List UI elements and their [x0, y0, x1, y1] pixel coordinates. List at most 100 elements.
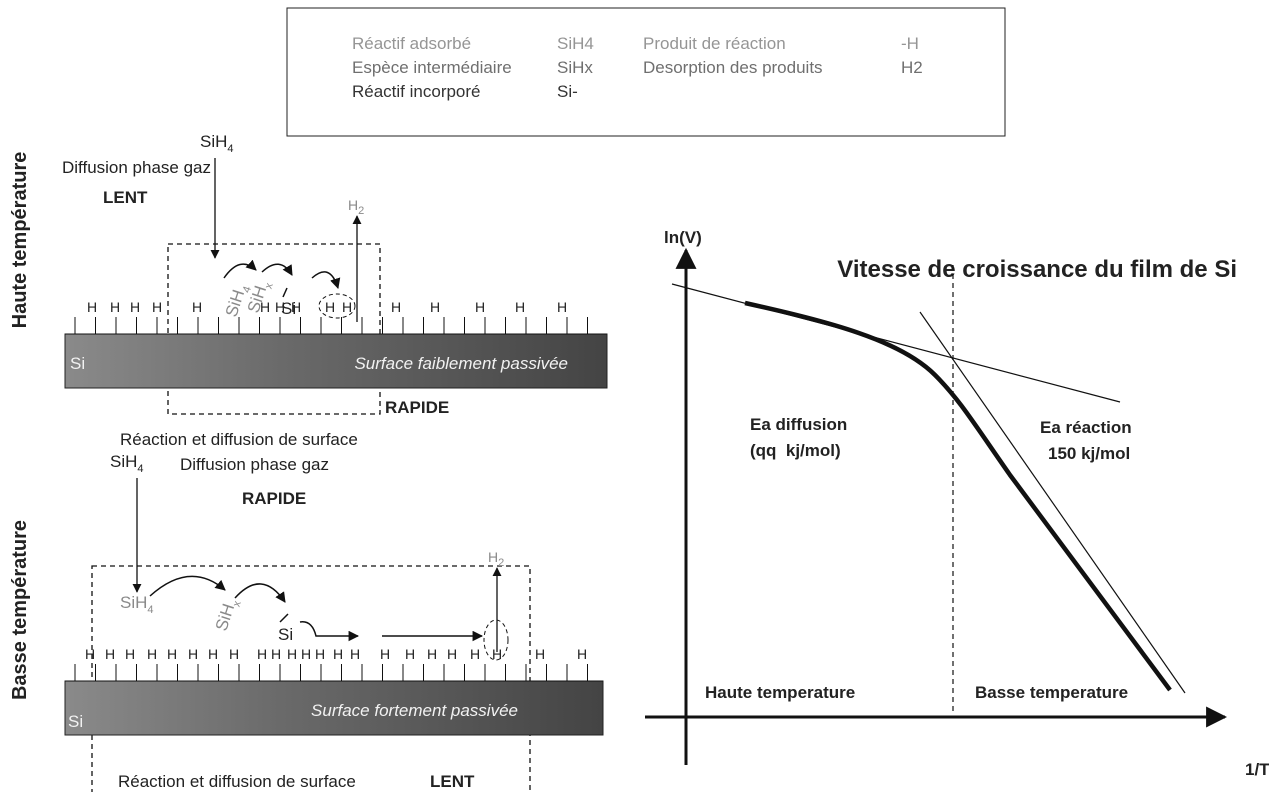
formula: H — [348, 197, 358, 213]
tangent — [671, 283, 1121, 403]
label: Réaction et diffusion de surface — [118, 772, 356, 791]
hydrogen: H — [287, 646, 297, 662]
annotation: Ea diffusion — [750, 415, 847, 434]
formula-sub: 4 — [137, 463, 143, 475]
annotation: 150 kj/mol — [1048, 444, 1130, 463]
hydrogen: H — [350, 646, 360, 662]
arrow — [234, 583, 286, 603]
legend-entry: Desorption des produits — [643, 58, 823, 77]
label: Diffusion phase gaz — [180, 455, 329, 474]
hydrogen: H — [447, 646, 457, 662]
legend-entry: SiH4 — [557, 34, 594, 53]
speed: RAPIDE — [385, 398, 449, 417]
hydrogen: H — [475, 299, 485, 315]
hydrogen: H — [208, 646, 218, 662]
hydrogen: H — [152, 299, 162, 315]
hydrogen: H — [130, 299, 140, 315]
hydrogen: H — [271, 646, 281, 662]
hydrogen: H — [260, 299, 270, 315]
bond — [279, 613, 289, 623]
hydrogen: H — [391, 299, 401, 315]
formula: SiH — [120, 593, 147, 612]
adsorbed: SiH4 — [120, 593, 154, 616]
formula-sub: 4 — [227, 143, 233, 155]
desorption-ring — [318, 293, 356, 319]
region-label: Haute temperature — [705, 683, 855, 702]
formula-sub: 2 — [358, 205, 364, 217]
formula-sub: 4 — [241, 285, 254, 295]
formula-sub: 2 — [498, 557, 504, 569]
hydrogen: H — [577, 646, 587, 662]
legend-entry: Si- — [557, 82, 578, 101]
speed: RAPIDE — [242, 489, 306, 508]
reaction-arrows — [149, 575, 484, 642]
hydrogen: H — [125, 646, 135, 662]
region-label: Basse temperature — [975, 683, 1128, 702]
dashed-box — [167, 243, 381, 415]
hydrogen: H — [167, 646, 177, 662]
legend-entry: Espèce intermédiaire — [352, 58, 512, 77]
annotation: (qq kj/mol) — [750, 441, 841, 460]
surface-label: Surface faiblement passivée — [354, 354, 568, 373]
legend-entry: Réactif adsorbé — [352, 34, 471, 53]
hydrogen: H — [535, 646, 545, 662]
arrow — [311, 271, 341, 290]
intermediate: SiHx — [212, 596, 244, 635]
hydrogen: H — [470, 646, 480, 662]
hydrogen: H — [257, 646, 267, 662]
hydrogen: H — [301, 646, 311, 662]
formula: SiH — [110, 452, 137, 471]
desorption-ring — [483, 619, 509, 661]
arrow — [149, 575, 226, 597]
hydrogen: H — [110, 299, 120, 315]
chart-title: Vitesse de croissance du film de Si — [837, 256, 1237, 283]
label: Réaction et diffusion de surface — [120, 430, 358, 449]
speed: LENT — [430, 772, 475, 791]
surface-label: Surface fortement passivée — [311, 701, 518, 720]
legend-box — [286, 7, 1006, 137]
substrate-label: Si — [68, 712, 83, 731]
hydrogen: H — [188, 646, 198, 662]
panel-title: Haute température — [9, 152, 31, 329]
hydrogen: H — [405, 646, 415, 662]
formula-sub: x — [263, 281, 276, 290]
hydrogen: H — [291, 299, 301, 315]
substrate-label: Si — [70, 354, 85, 373]
hydrogen: H — [557, 299, 567, 315]
substrate — [64, 333, 608, 389]
hydrogen: H — [192, 299, 202, 315]
hydrogen: H — [427, 646, 437, 662]
tangent — [919, 311, 1186, 694]
legend: Réactif adsorbé SiH4 Produit de réaction -H… — [352, 34, 923, 101]
substrate — [64, 680, 604, 736]
hydrogen: H — [492, 646, 502, 662]
arrow — [299, 621, 360, 642]
arrow — [223, 259, 257, 279]
y-axis-label: ln(V) — [664, 228, 702, 247]
hydrogen: H — [87, 299, 97, 315]
hydrogen: H — [333, 646, 343, 662]
hydrogen: H — [315, 646, 325, 662]
gas-species: SiH4 — [200, 132, 234, 155]
hydrogen: H — [325, 299, 335, 315]
label: Diffusion phase gaz — [62, 158, 211, 177]
reaction-arrows — [223, 259, 341, 298]
hydrogen: H — [229, 646, 239, 662]
hydrogen: H — [275, 299, 285, 315]
bond — [282, 287, 288, 298]
legend-entry: Réactif incorporé — [352, 82, 481, 101]
hydrogen: H — [430, 299, 440, 315]
formula: H — [488, 549, 498, 565]
incorporated: Si — [278, 625, 293, 644]
formula-sub: x — [231, 599, 244, 608]
product: H2 — [488, 549, 504, 569]
arrow — [261, 263, 293, 276]
product: H2 — [348, 197, 364, 217]
speed: LENT — [103, 188, 148, 207]
hydrogen: H — [515, 299, 525, 315]
incorporated: Si — [281, 299, 296, 318]
growth-curve — [744, 300, 1172, 692]
formula: SiH — [200, 132, 227, 151]
